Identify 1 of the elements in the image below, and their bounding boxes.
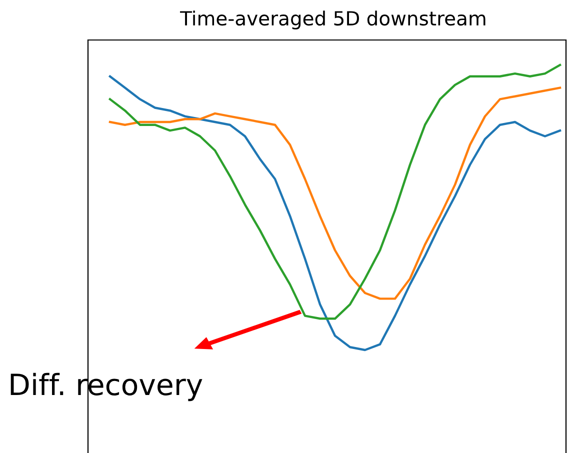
chart-title: Time-averaged 5D downstream [180, 10, 486, 30]
